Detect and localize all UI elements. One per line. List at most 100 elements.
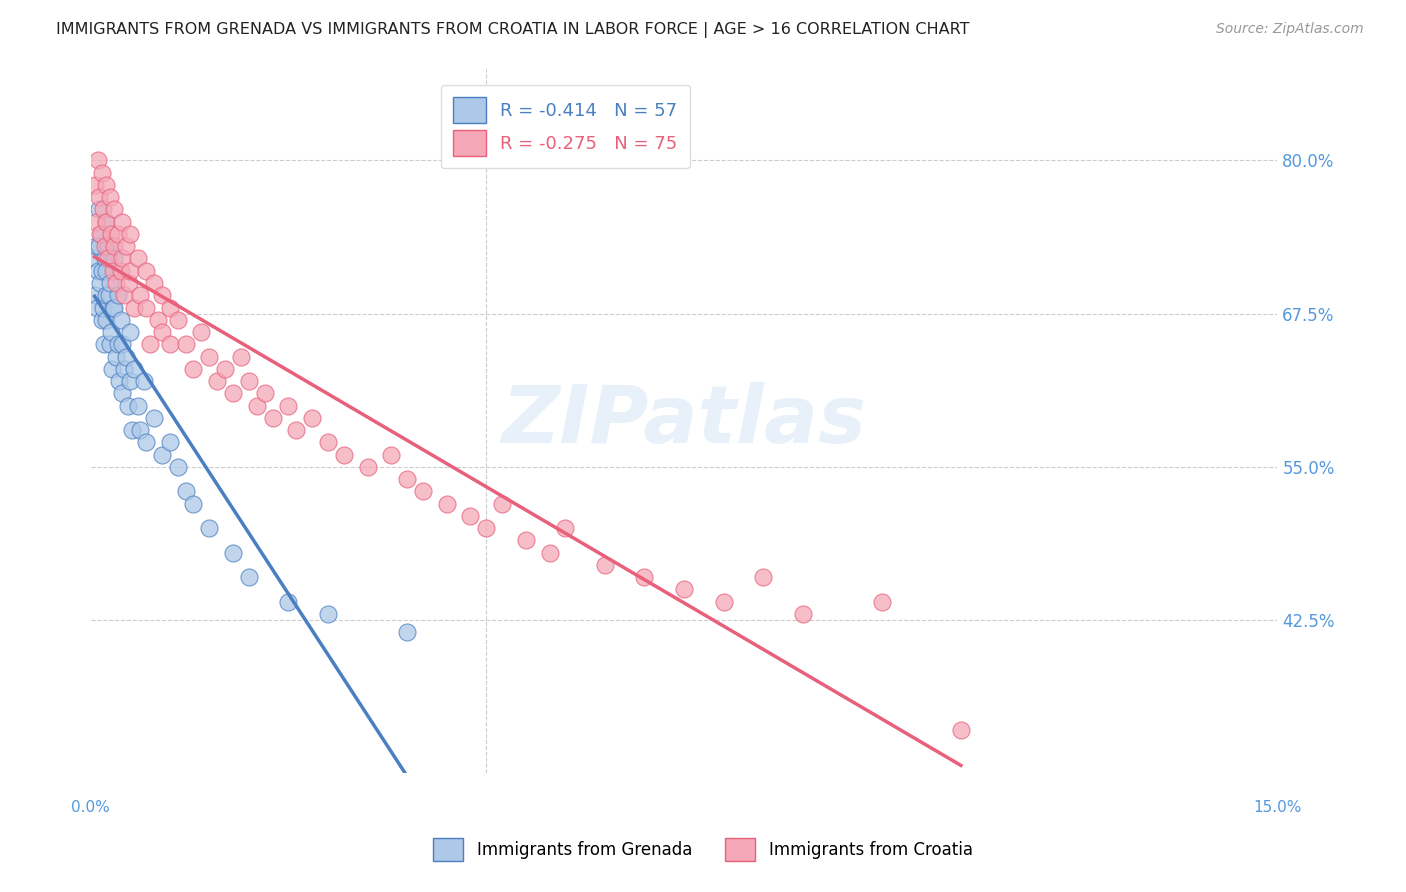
Point [436,497,458,511]
Point [135,264,157,278]
Point [100,276,122,290]
Point [183,361,205,376]
Point [593,558,616,572]
Point [120,227,142,241]
Point [87,190,110,204]
Point [110,313,132,327]
Point [112,288,135,302]
Point [120,325,142,339]
Point [93,337,115,351]
Point [396,625,419,640]
Text: 0.0%: 0.0% [72,800,110,815]
Point [301,410,323,425]
Point [475,521,498,535]
Point [104,276,127,290]
Point [96,313,118,327]
Point [86,301,108,315]
Text: 15.0%: 15.0% [1253,800,1302,815]
Point [96,215,118,229]
Point [98,190,121,204]
Point [150,325,173,339]
Point [183,497,205,511]
Point [90,166,112,180]
Point [127,399,149,413]
Point [166,459,188,474]
Point [205,374,228,388]
Point [89,276,111,290]
Point [121,423,143,437]
Point [752,570,775,584]
Legend: Immigrants from Grenada, Immigrants from Croatia: Immigrants from Grenada, Immigrants from… [420,824,986,875]
Point [90,313,112,327]
Point [554,521,576,535]
Point [94,239,117,253]
Point [87,264,110,278]
Point [672,582,695,597]
Point [100,227,122,241]
Point [110,264,132,278]
Point [87,202,110,217]
Point [91,301,114,315]
Point [380,448,402,462]
Point [87,239,110,253]
Point [107,227,129,241]
Point [460,508,482,523]
Point [222,546,245,560]
Point [174,337,197,351]
Point [277,399,299,413]
Point [316,435,339,450]
Point [98,337,121,351]
Point [103,202,125,217]
Point [214,361,236,376]
Text: ZIPatlas: ZIPatlas [502,382,866,460]
Point [94,252,117,266]
Point [103,239,125,253]
Point [246,399,269,413]
Point [139,337,162,351]
Point [238,570,260,584]
Point [134,374,156,388]
Point [129,423,152,437]
Point [122,361,145,376]
Point [83,178,105,192]
Point [146,313,169,327]
Point [198,350,221,364]
Point [97,288,120,302]
Point [190,325,212,339]
Point [90,227,112,241]
Point [87,153,110,168]
Point [112,361,135,376]
Point [101,301,124,315]
Point [96,178,118,192]
Text: IMMIGRANTS FROM GRENADA VS IMMIGRANTS FROM CROATIA IN LABOR FORCE | AGE > 16 COR: IMMIGRANTS FROM GRENADA VS IMMIGRANTS FR… [56,22,970,38]
Point [117,276,139,290]
Point [100,325,122,339]
Point [96,264,118,278]
Point [107,288,129,302]
Point [103,301,125,315]
Point [238,374,260,388]
Point [135,301,157,315]
Point [412,484,434,499]
Point [127,252,149,266]
Point [316,607,339,621]
Point [96,215,118,229]
Point [515,533,537,548]
Point [129,288,152,302]
Point [491,497,513,511]
Point [84,288,107,302]
Point [222,386,245,401]
Point [333,448,356,462]
Point [101,361,124,376]
Point [94,288,117,302]
Point [91,202,114,217]
Legend: R = -0.414   N = 57, R = -0.275   N = 75: R = -0.414 N = 57, R = -0.275 N = 75 [440,85,690,169]
Point [135,435,157,450]
Text: Source: ZipAtlas.com: Source: ZipAtlas.com [1216,22,1364,37]
Point [117,399,139,413]
Point [229,350,252,364]
Point [150,448,173,462]
Point [159,301,181,315]
Point [115,239,138,253]
Point [356,459,378,474]
